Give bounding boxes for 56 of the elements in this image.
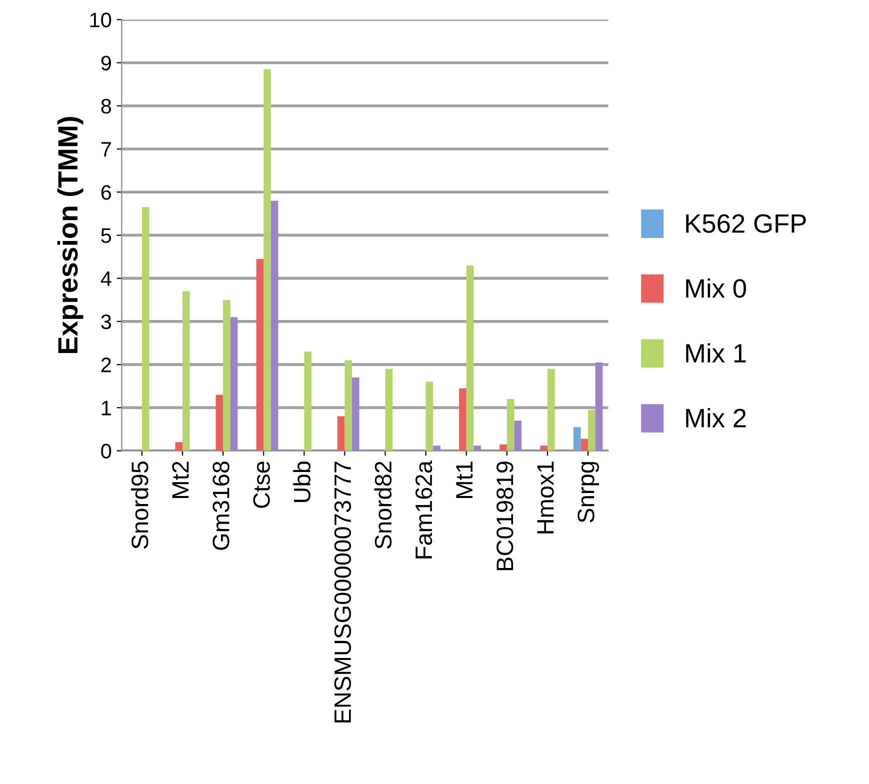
x-tick-label: Mt1 (456, 462, 473, 498)
y-tick-label: 6 (101, 185, 112, 200)
y-tick-label: 9 (101, 56, 111, 70)
bar (474, 446, 481, 451)
bar (182, 291, 190, 451)
y-tick-label: 0 (101, 444, 112, 459)
bar (216, 394, 224, 451)
bar (385, 368, 393, 451)
x-tick-label: Ubb (293, 462, 310, 502)
bar (270, 200, 278, 451)
bar (459, 388, 466, 451)
y-tick-label: 1 (102, 400, 111, 416)
y-tick-label: 5 (101, 228, 112, 243)
x-tick-label: Ctse (253, 462, 270, 508)
bar (264, 69, 271, 451)
bar (256, 258, 264, 451)
x-tick-label: Mt2 (172, 462, 189, 498)
legend-label: Mix 1 (686, 343, 746, 362)
legend-label: Mix 2 (686, 408, 746, 428)
x-tick-label: Gm3168 (212, 462, 230, 550)
legend-label: Mix 0 (686, 278, 746, 298)
bar (426, 382, 434, 451)
bar (433, 446, 440, 451)
bar (230, 317, 238, 451)
bar (573, 427, 581, 451)
x-tick-label: ENSMUSG00000073777 (334, 462, 352, 722)
bar (514, 420, 522, 451)
bar (500, 444, 507, 451)
x-tick-label: Hmox1 (537, 462, 554, 534)
bar (304, 352, 312, 451)
bar (337, 416, 345, 451)
y-tick-label: 10 (90, 12, 112, 28)
bar (142, 207, 150, 451)
y-axis-title: Expression (TMM) (57, 116, 84, 353)
bar (580, 438, 588, 451)
x-tick-label: BC019819 (496, 462, 514, 570)
bar (466, 265, 474, 451)
x-tick-label: Fam162a (415, 460, 432, 558)
x-tick-label: Snrpg (578, 462, 600, 522)
y-tick-label: 4 (100, 272, 112, 286)
bar (223, 300, 230, 451)
y-tick-label: 2 (101, 358, 111, 372)
bar (352, 377, 360, 451)
x-tick-label: Snord95 (130, 462, 148, 549)
bar (506, 399, 514, 451)
legend-label: K562 GFP (686, 214, 806, 233)
bar (588, 410, 596, 451)
bar (595, 362, 603, 451)
bar (175, 442, 182, 451)
y-tick-label: 7 (101, 142, 111, 157)
x-tick-label: Snord82 (374, 462, 392, 549)
bar (344, 360, 352, 451)
y-tick-label: 8 (101, 98, 112, 114)
bar (547, 368, 555, 451)
bar (540, 446, 548, 451)
y-tick-label: 3 (101, 314, 112, 330)
